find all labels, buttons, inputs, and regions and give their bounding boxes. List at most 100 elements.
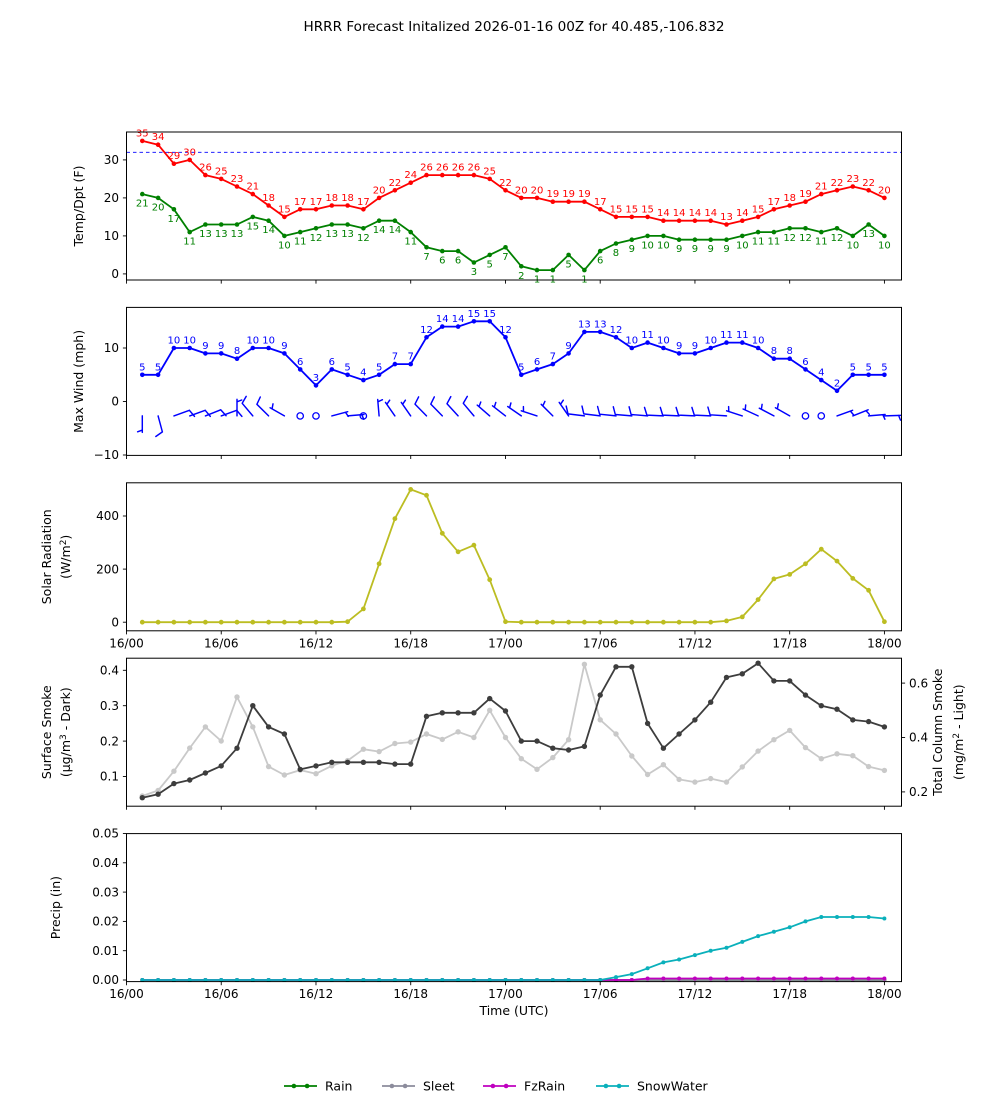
x-tick-label: 16/06 [204,987,239,1001]
data-label-temperature_f: 19 [799,189,812,200]
series-marker-max_wind_mph [834,388,840,394]
data-label-dewpoint_f: 5 [565,259,571,270]
series-marker-surface_smoke_ug_m3 [487,695,493,702]
series-marker-snow_water_in [219,978,224,982]
series-marker-max_wind_mph [234,356,240,362]
data-label-dewpoint_f: 13 [231,229,244,240]
series-marker-snow_water_in [471,978,476,982]
series-marker-dewpoint_f [550,267,556,273]
data-label-dewpoint_f: 13 [325,229,338,240]
series-marker-temperature_f [882,195,887,201]
series-marker-max_wind_mph [361,377,366,383]
data-label-max_wind_mph: 9 [281,341,287,352]
series-marker-dewpoint_f [424,245,429,250]
y-tick-label: −10 [94,448,119,462]
series-marker-temperature_f [155,142,161,147]
series-marker-max_wind_mph [250,345,256,351]
x-tick-label: 17/12 [678,987,713,1001]
y-tick-label: 30 [104,153,119,167]
wind-barb [236,398,243,417]
data-label-dewpoint_f: 20 [152,202,165,213]
data-label-dewpoint_f: 6 [455,256,461,267]
series-marker-solar_radiation_w_m2 [503,619,508,625]
series-marker-max_wind_mph [471,319,477,324]
panel-precip: 16/00 16/06 16/12 16/18 17/00 17/06 17/12 17/18… [48,827,902,1018]
series-marker-solar_radiation_w_m2 [487,577,493,583]
wind-barb [173,409,196,418]
series-marker-snow_water_in [882,916,887,921]
data-label-max_wind_mph: 10 [657,336,670,347]
series-marker-max_wind_mph [424,335,429,340]
series-marker-solar_radiation_w_m2 [724,618,729,624]
wind-barb [520,405,538,417]
data-label-dewpoint_f: 14 [389,225,402,236]
series-marker-max_wind_mph [755,345,761,351]
data-label-max_wind_mph: 6 [802,357,808,368]
series-marker-temperature_f [266,203,271,208]
series-marker-max_wind_mph [882,372,887,378]
wind-barb [628,406,649,417]
data-label-max_wind_mph: 9 [202,341,208,352]
data-label-max_wind_mph: 5 [344,362,350,373]
y-axis-label: Solar Radiation [39,509,54,604]
wind-barb [691,406,712,417]
data-label-dewpoint_f: 9 [723,244,729,255]
series-marker-total_column_smoke_mg_m2 [708,775,714,782]
series-marker-surface_smoke_ug_m3 [802,692,809,698]
series-marker-total_column_smoke_mg_m2 [187,745,193,751]
series-marker-surface_smoke_ug_m3 [360,759,367,765]
series-marker-total_column_smoke_mg_m2 [565,737,572,743]
series-marker-surface_smoke_ug_m3 [234,745,240,751]
data-label-dewpoint_f: 11 [183,237,196,248]
data-label-dewpoint_f: 21 [136,199,149,210]
series-marker-snow_water_in [282,978,287,982]
series-marker-max_wind_mph [140,372,145,378]
series-marker-max_wind_mph [629,345,635,351]
series-marker-surface_smoke_ug_m3 [660,745,667,751]
wind-barb-calm [312,412,320,420]
data-label-temperature_f: 23 [846,174,859,185]
series-marker-snow_water_in [487,978,492,982]
data-label-dewpoint_f: 12 [310,233,323,244]
panel-border [126,657,902,807]
panel-border [126,306,902,456]
series-marker-total_column_smoke_mg_m2 [629,753,635,759]
series-marker-surface_smoke_ug_m3 [218,763,224,769]
series-marker-total_column_smoke_mg_m2 [692,779,698,785]
series-marker-temperature_f [361,207,366,212]
data-label-dewpoint_f: 13 [199,229,212,240]
data-label-max_wind_mph: 12 [420,325,433,336]
data-label-dewpoint_f: 10 [736,240,749,251]
series-marker-dewpoint_f [613,241,619,246]
data-label-max_wind_mph: 5 [881,362,887,373]
series-marker-solar_radiation_w_m2 [550,619,556,625]
series-marker-surface_smoke_ug_m3 [708,699,714,705]
wind-barb [643,406,665,417]
wind-barb [540,400,554,417]
y-tick-label: 0.03 [92,885,119,899]
series-marker-surface_smoke_ug_m3 [313,763,319,769]
data-label-max_wind_mph: 10 [625,336,638,347]
series-marker-temperature_f [676,218,682,223]
series-marker-solar_radiation_w_m2 [597,619,603,625]
series-marker-surface_smoke_ug_m3 [865,718,872,725]
data-label-dewpoint_f: 11 [815,237,828,248]
series-marker-max_wind_mph [597,329,603,335]
series-marker-solar_radiation_w_m2 [534,619,540,625]
series-marker-temperature_f [819,191,824,197]
series-marker-snow_water_in [850,915,855,919]
series-marker-solar_radiation_w_m2 [187,619,193,625]
data-label-dewpoint_f: 17 [168,214,181,225]
series-marker-fzrain_in [708,976,713,981]
series-marker-snow_water_in [171,978,176,982]
x-tick-label: 17/12 [678,636,713,650]
wind-barb [675,406,696,417]
data-label-max_wind_mph: 6 [534,357,540,368]
series-marker-dewpoint_f [771,229,777,235]
series-marker-solar_radiation_w_m2 [834,558,840,564]
data-label-max_wind_mph: 13 [578,319,591,330]
series-marker-dewpoint_f [392,218,398,223]
series-marker-total_column_smoke_mg_m2 [534,766,540,772]
series-marker-dewpoint_f [597,248,603,254]
series-marker-dewpoint_f [519,264,524,269]
